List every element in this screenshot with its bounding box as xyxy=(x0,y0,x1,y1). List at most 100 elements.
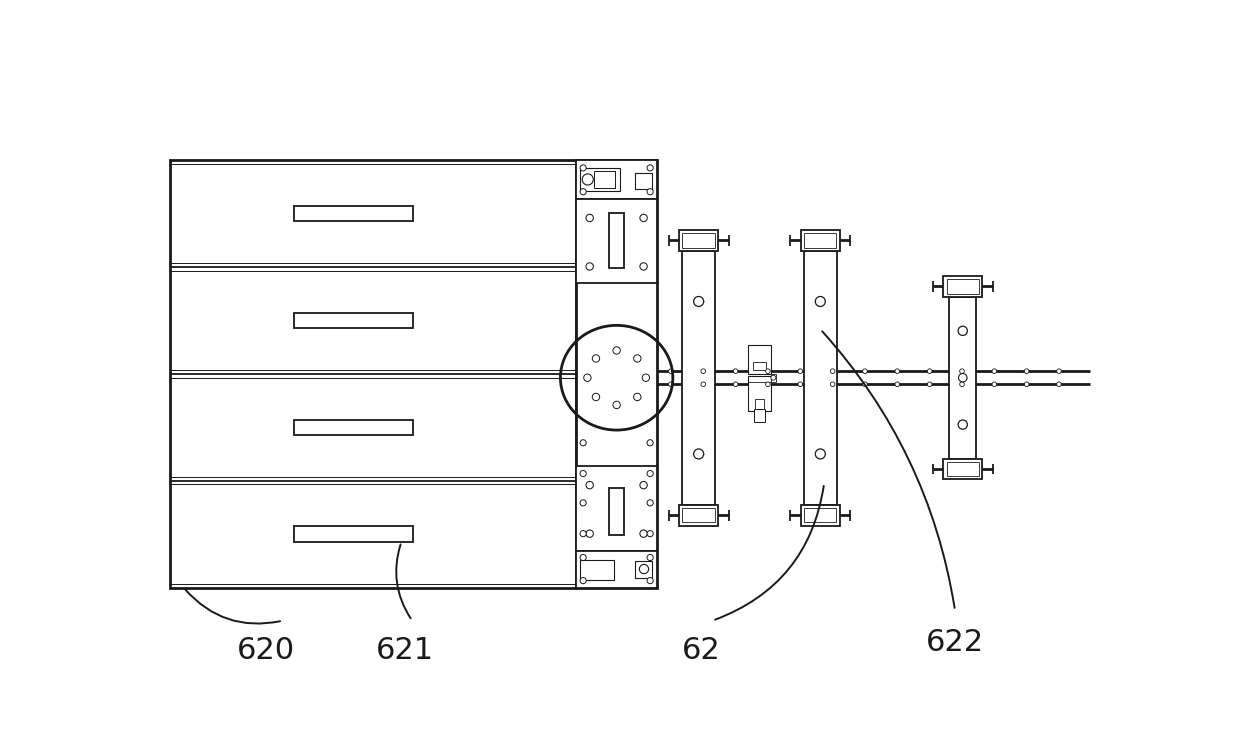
Circle shape xyxy=(992,382,997,387)
Circle shape xyxy=(815,297,826,306)
Circle shape xyxy=(960,369,965,373)
Circle shape xyxy=(647,578,653,584)
Bar xyxy=(771,374,776,382)
Circle shape xyxy=(640,565,649,574)
Circle shape xyxy=(668,369,673,373)
Circle shape xyxy=(634,394,641,401)
Circle shape xyxy=(928,382,932,387)
Bar xyxy=(682,508,714,523)
Text: 622: 622 xyxy=(926,629,985,657)
Circle shape xyxy=(640,530,647,537)
Circle shape xyxy=(647,189,653,195)
Circle shape xyxy=(959,373,967,382)
Circle shape xyxy=(647,530,653,537)
Circle shape xyxy=(992,369,997,373)
Circle shape xyxy=(587,214,594,222)
Circle shape xyxy=(799,369,802,373)
Bar xyxy=(594,171,615,188)
Circle shape xyxy=(765,382,770,387)
Circle shape xyxy=(895,382,899,387)
Circle shape xyxy=(583,174,593,185)
Bar xyxy=(804,508,837,523)
Bar xyxy=(580,168,620,191)
Circle shape xyxy=(895,369,899,373)
Bar xyxy=(682,233,714,248)
Bar xyxy=(801,230,839,251)
Bar xyxy=(944,459,982,479)
Bar xyxy=(946,462,978,476)
Bar xyxy=(944,276,982,297)
Bar xyxy=(577,160,657,199)
Circle shape xyxy=(587,481,594,489)
Circle shape xyxy=(815,449,826,459)
Circle shape xyxy=(580,189,587,195)
Circle shape xyxy=(831,382,835,387)
Circle shape xyxy=(771,376,776,380)
Bar xyxy=(580,559,615,580)
Bar xyxy=(294,526,413,541)
Circle shape xyxy=(580,578,587,584)
Circle shape xyxy=(831,369,835,373)
Bar xyxy=(748,345,771,374)
Circle shape xyxy=(928,369,932,373)
Circle shape xyxy=(613,347,620,354)
Bar xyxy=(609,213,624,268)
Circle shape xyxy=(642,374,650,382)
Circle shape xyxy=(693,297,703,306)
Bar xyxy=(753,362,766,370)
Bar xyxy=(754,409,765,422)
Circle shape xyxy=(613,401,620,409)
Circle shape xyxy=(640,263,647,270)
Circle shape xyxy=(1056,382,1061,387)
Circle shape xyxy=(1024,369,1029,373)
Circle shape xyxy=(580,470,587,477)
Circle shape xyxy=(580,554,587,560)
Circle shape xyxy=(765,369,770,373)
Bar xyxy=(946,279,978,294)
Circle shape xyxy=(587,530,594,537)
Text: 621: 621 xyxy=(376,636,434,665)
Text: 62: 62 xyxy=(682,636,720,665)
Bar xyxy=(294,420,413,435)
Circle shape xyxy=(580,439,587,446)
Bar xyxy=(294,312,413,328)
Bar xyxy=(170,160,577,587)
Bar xyxy=(680,505,718,526)
Circle shape xyxy=(587,263,594,270)
Bar xyxy=(635,560,652,578)
Bar xyxy=(577,160,657,587)
Bar xyxy=(748,376,771,411)
Circle shape xyxy=(584,374,591,382)
Circle shape xyxy=(959,420,967,430)
Circle shape xyxy=(580,530,587,537)
Circle shape xyxy=(593,394,600,401)
Circle shape xyxy=(960,382,965,387)
Circle shape xyxy=(640,214,647,222)
Circle shape xyxy=(593,354,600,362)
Circle shape xyxy=(647,439,653,446)
Bar xyxy=(801,505,839,526)
Bar xyxy=(609,488,624,535)
Circle shape xyxy=(668,382,673,387)
Bar xyxy=(577,550,657,587)
Circle shape xyxy=(580,164,587,171)
Circle shape xyxy=(634,354,641,362)
Circle shape xyxy=(1024,382,1029,387)
Circle shape xyxy=(647,554,653,560)
Bar xyxy=(294,206,413,222)
Bar xyxy=(804,233,837,248)
Circle shape xyxy=(733,369,738,373)
Bar xyxy=(755,400,764,409)
Circle shape xyxy=(733,382,738,387)
Bar xyxy=(950,297,976,459)
Circle shape xyxy=(647,164,653,171)
Circle shape xyxy=(1056,369,1061,373)
Circle shape xyxy=(863,369,867,373)
Circle shape xyxy=(701,369,706,373)
Bar xyxy=(804,251,837,505)
Circle shape xyxy=(693,449,703,459)
Circle shape xyxy=(701,382,706,387)
Circle shape xyxy=(959,326,967,336)
Bar xyxy=(577,199,657,283)
Circle shape xyxy=(640,481,647,489)
